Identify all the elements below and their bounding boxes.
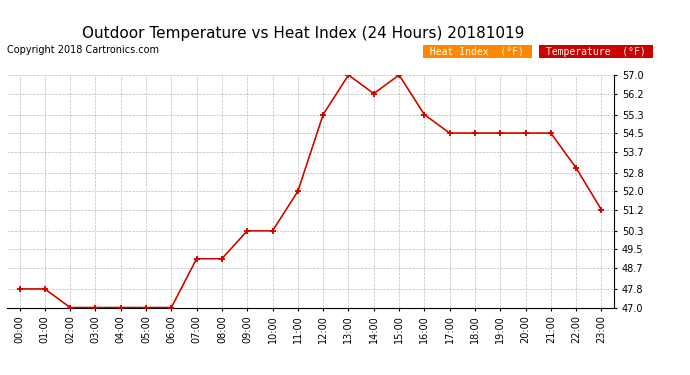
Text: Copyright 2018 Cartronics.com: Copyright 2018 Cartronics.com <box>7 45 159 55</box>
Text: Outdoor Temperature vs Heat Index (24 Hours) 20181019: Outdoor Temperature vs Heat Index (24 Ho… <box>82 26 525 41</box>
Text: Heat Index  (°F): Heat Index (°F) <box>424 47 530 57</box>
Text: Temperature  (°F): Temperature (°F) <box>540 47 652 57</box>
